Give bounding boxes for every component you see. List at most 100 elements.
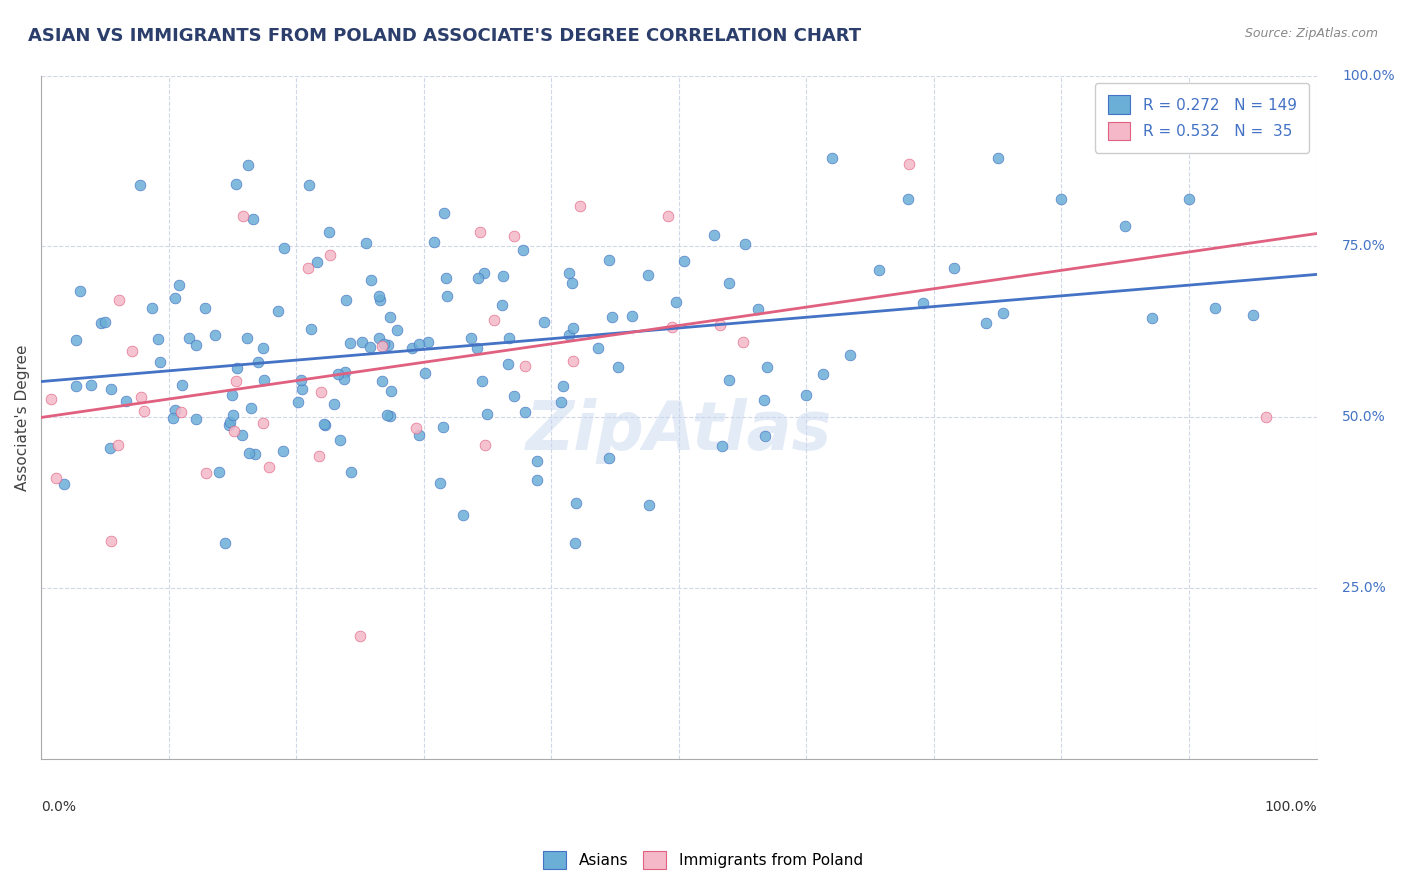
Point xyxy=(661,319,683,334)
Point xyxy=(496,357,519,371)
Point xyxy=(349,629,371,643)
Point xyxy=(794,388,817,402)
Point xyxy=(98,441,121,455)
Point xyxy=(1114,219,1136,233)
Point xyxy=(305,255,328,269)
Point xyxy=(335,293,357,307)
Point xyxy=(413,366,436,380)
Point xyxy=(339,465,361,479)
Point xyxy=(225,374,247,388)
Point xyxy=(323,397,346,411)
Point xyxy=(370,339,392,353)
Point xyxy=(231,428,253,442)
Point xyxy=(242,212,264,227)
Point xyxy=(184,412,207,426)
Point xyxy=(45,471,67,485)
Point xyxy=(204,328,226,343)
Point xyxy=(467,270,489,285)
Point xyxy=(80,378,103,392)
Point xyxy=(606,359,628,374)
Point xyxy=(943,260,966,275)
Point xyxy=(287,394,309,409)
Point xyxy=(273,241,295,255)
Point xyxy=(246,355,269,369)
Point xyxy=(838,348,860,362)
Point xyxy=(408,428,430,442)
Point xyxy=(898,157,921,171)
Point xyxy=(291,382,314,396)
Point xyxy=(974,316,997,330)
Point xyxy=(225,178,247,192)
Point xyxy=(492,268,515,283)
Point xyxy=(90,316,112,330)
Point xyxy=(129,178,152,193)
Point xyxy=(401,342,423,356)
Point xyxy=(253,373,276,387)
Point xyxy=(252,416,274,430)
Point xyxy=(377,338,399,352)
Point xyxy=(41,392,63,406)
Point xyxy=(266,303,288,318)
Point xyxy=(503,389,526,403)
Point xyxy=(491,298,513,312)
Point xyxy=(526,473,548,487)
Point xyxy=(222,408,245,422)
Point xyxy=(252,341,274,355)
Point xyxy=(333,371,356,385)
Point xyxy=(703,227,725,242)
Point xyxy=(107,438,129,452)
Point xyxy=(100,533,122,548)
Point xyxy=(429,476,451,491)
Point xyxy=(149,355,172,369)
Point xyxy=(1254,410,1277,425)
Point xyxy=(236,158,259,172)
Point xyxy=(319,247,342,261)
Point xyxy=(114,394,136,409)
Point xyxy=(1050,192,1073,206)
Point xyxy=(621,309,644,323)
Point xyxy=(672,254,695,268)
Point xyxy=(408,336,430,351)
Point xyxy=(588,342,610,356)
Point xyxy=(465,342,488,356)
Point xyxy=(219,415,242,429)
Point xyxy=(600,310,623,325)
Point xyxy=(378,409,401,424)
Point xyxy=(359,340,381,354)
Point xyxy=(360,272,382,286)
Point xyxy=(868,263,890,277)
Point xyxy=(821,151,844,165)
Point xyxy=(1140,311,1163,326)
Point xyxy=(380,384,402,398)
Text: 25.0%: 25.0% xyxy=(1343,582,1386,595)
Point xyxy=(987,151,1010,165)
Point xyxy=(232,209,254,223)
Point xyxy=(1204,301,1226,316)
Point xyxy=(526,453,548,467)
Point xyxy=(472,266,495,280)
Point xyxy=(475,408,498,422)
Point xyxy=(433,206,456,220)
Point xyxy=(598,450,620,465)
Point xyxy=(297,260,319,275)
Point xyxy=(637,268,659,282)
Point xyxy=(333,366,356,380)
Point xyxy=(368,288,391,302)
Point xyxy=(314,418,336,433)
Point xyxy=(352,335,374,350)
Point xyxy=(912,295,935,310)
Point xyxy=(368,293,391,307)
Point xyxy=(218,418,240,433)
Point xyxy=(460,331,482,345)
Point xyxy=(811,368,834,382)
Point xyxy=(734,236,756,251)
Point xyxy=(141,301,163,315)
Point xyxy=(468,225,491,239)
Point xyxy=(405,420,427,434)
Text: 100.0%: 100.0% xyxy=(1343,69,1395,83)
Point xyxy=(65,378,87,392)
Point xyxy=(318,225,340,239)
Point xyxy=(329,433,352,447)
Point xyxy=(179,331,201,345)
Point xyxy=(235,331,257,345)
